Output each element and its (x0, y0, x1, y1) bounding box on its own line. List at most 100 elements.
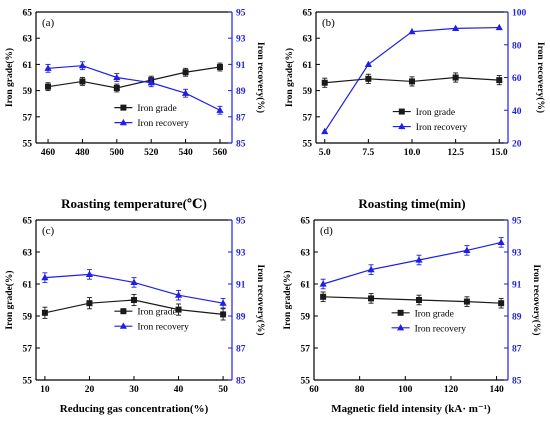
x-axis-title: Roasting temperature(℃) (61, 196, 207, 211)
data-point-iron-grade (452, 74, 459, 81)
y-right-tick-label: 93 (236, 249, 246, 259)
y-right-tick-label: 93 (512, 249, 522, 259)
x-axis-title: Magnetic field intensity (kA· m⁻¹) (331, 403, 491, 415)
y-right-tick-label: 95 (236, 9, 246, 19)
y-left-tick-label: 57 (303, 113, 313, 123)
data-point-iron-recovery (495, 23, 503, 31)
y-left-tick-label: 63 (303, 35, 313, 45)
series-line-iron-recovery (322, 241, 502, 285)
x-tick-label: 40 (174, 385, 184, 395)
data-point-iron-grade (79, 78, 86, 85)
data-point-iron-grade (131, 297, 137, 303)
x-tick-label: 500 (110, 148, 125, 158)
data-point-iron-recovery (130, 278, 138, 285)
data-point-iron-grade (86, 300, 93, 307)
series-line-iron-recovery (47, 65, 221, 111)
x-tick-label: 10 (40, 385, 50, 395)
y-left-tick-label: 57 (23, 345, 33, 355)
data-point-iron-recovery (319, 280, 327, 287)
y-right-tick-label: 85 (236, 377, 246, 387)
y-left-tick-label: 55 (303, 140, 313, 150)
y-left-tick-label: 65 (301, 217, 311, 227)
legend-marker-square (120, 308, 127, 315)
panel-label: (c) (42, 225, 55, 237)
y-left-tick-label: 63 (23, 249, 33, 259)
y-left-axis-title: Iron grade(%) (4, 48, 15, 107)
y-left-tick-label: 63 (23, 35, 33, 45)
x-tick-label: 80 (355, 385, 365, 395)
data-point-iron-grade (45, 83, 52, 90)
y-left-tick-label: 55 (23, 140, 33, 150)
x-tick-label: 120 (444, 385, 459, 395)
y-right-tick-label: 87 (236, 113, 246, 123)
series-line-iron-grade (323, 296, 502, 304)
legend-marker-square (398, 108, 405, 115)
y-right-tick-label: 100 (512, 9, 527, 19)
data-point-iron-recovery (181, 89, 190, 96)
legend-label: Iron recovery (416, 123, 468, 133)
data-point-iron-recovery (452, 24, 460, 31)
y-left-tick-label: 61 (23, 281, 33, 291)
y-right-tick-label: 91 (236, 61, 246, 71)
data-point-iron-grade (496, 77, 503, 84)
y-right-tick-label: 91 (512, 281, 522, 291)
x-tick-label: 480 (75, 148, 90, 158)
x-tick-label: 7.5 (362, 148, 374, 158)
x-tick-label: 100 (398, 385, 413, 395)
x-tick-label: 15.0 (491, 148, 508, 158)
y-left-tick-label: 59 (23, 87, 33, 97)
legend-label: Iron grade (137, 308, 176, 318)
data-point-iron-recovery (147, 78, 155, 86)
data-point-iron-grade (220, 311, 227, 318)
x-tick-label: 50 (218, 385, 228, 395)
y-right-tick-label: 89 (512, 313, 522, 323)
legend-label: Iron grade (137, 104, 176, 114)
y-left-tick-label: 55 (23, 377, 33, 387)
data-point-iron-recovery (113, 73, 121, 81)
data-point-iron-recovery (367, 265, 375, 273)
y-left-tick-label: 61 (303, 61, 313, 71)
panel-label: (d) (320, 225, 333, 237)
data-point-iron-recovery (219, 299, 227, 306)
y-right-tick-label: 95 (236, 217, 246, 227)
x-tick-label: 5.0 (319, 148, 331, 158)
y-right-tick-label: 80 (512, 41, 522, 51)
data-point-iron-recovery (174, 291, 183, 298)
y-right-tick-label: 89 (236, 87, 246, 97)
chart-panel-4: 60 80 100 120 140 55 57 59 61 63 65 85 87 89 91 93 95 Iro… (282, 217, 542, 416)
legend-marker-triangle (397, 324, 405, 331)
y-left-tick-label: 59 (301, 313, 311, 323)
data-point-iron-grade (320, 293, 327, 300)
y-left-axis-title: Iron grade(%) (282, 270, 293, 329)
x-tick-label: 540 (178, 148, 193, 158)
data-point-iron-grade (113, 84, 120, 91)
x-tick-label: 140 (489, 385, 504, 395)
y-right-tick-label: 93 (236, 35, 246, 45)
x-tick-label: 12.5 (447, 148, 464, 158)
data-point-iron-recovery (497, 238, 505, 245)
legend-label: Iron recovery (137, 119, 189, 129)
legend-marker-square (397, 309, 404, 316)
data-point-iron-grade (41, 309, 48, 316)
y-left-tick-label: 59 (23, 313, 33, 323)
data-point-iron-grade (365, 75, 372, 82)
x-tick-label: 60 (309, 385, 319, 395)
y-right-axis-title: Iron recovery(%) (531, 264, 542, 335)
y-right-tick-label: 85 (512, 377, 522, 387)
y-left-tick-label: 65 (303, 9, 313, 19)
y-right-tick-label: 95 (512, 217, 522, 227)
x-tick-label: 520 (144, 148, 159, 158)
y-left-axis-title: Iron grade(%) (284, 48, 295, 107)
y-left-tick-label: 61 (301, 281, 311, 291)
legend-label: Iron recovery (137, 323, 189, 333)
data-point-iron-recovery (463, 246, 471, 253)
data-point-iron-recovery (44, 64, 52, 71)
x-tick-label: 20 (85, 385, 95, 395)
legend-label: Iron grade (415, 309, 454, 319)
chart-panel-1: 460 480 500 520 540 560 55 57 59 61 63 65 85 87 89 91 93… (4, 9, 266, 212)
panel-label: (b) (322, 17, 335, 29)
legend-marker-triangle (119, 118, 127, 126)
chart-panel-2: 5.0 7.5 10.0 12.5 15.0 55 57 59 61 63 65 20 40 60 80 10… (284, 9, 546, 212)
y-right-tick-label: 87 (512, 345, 522, 355)
